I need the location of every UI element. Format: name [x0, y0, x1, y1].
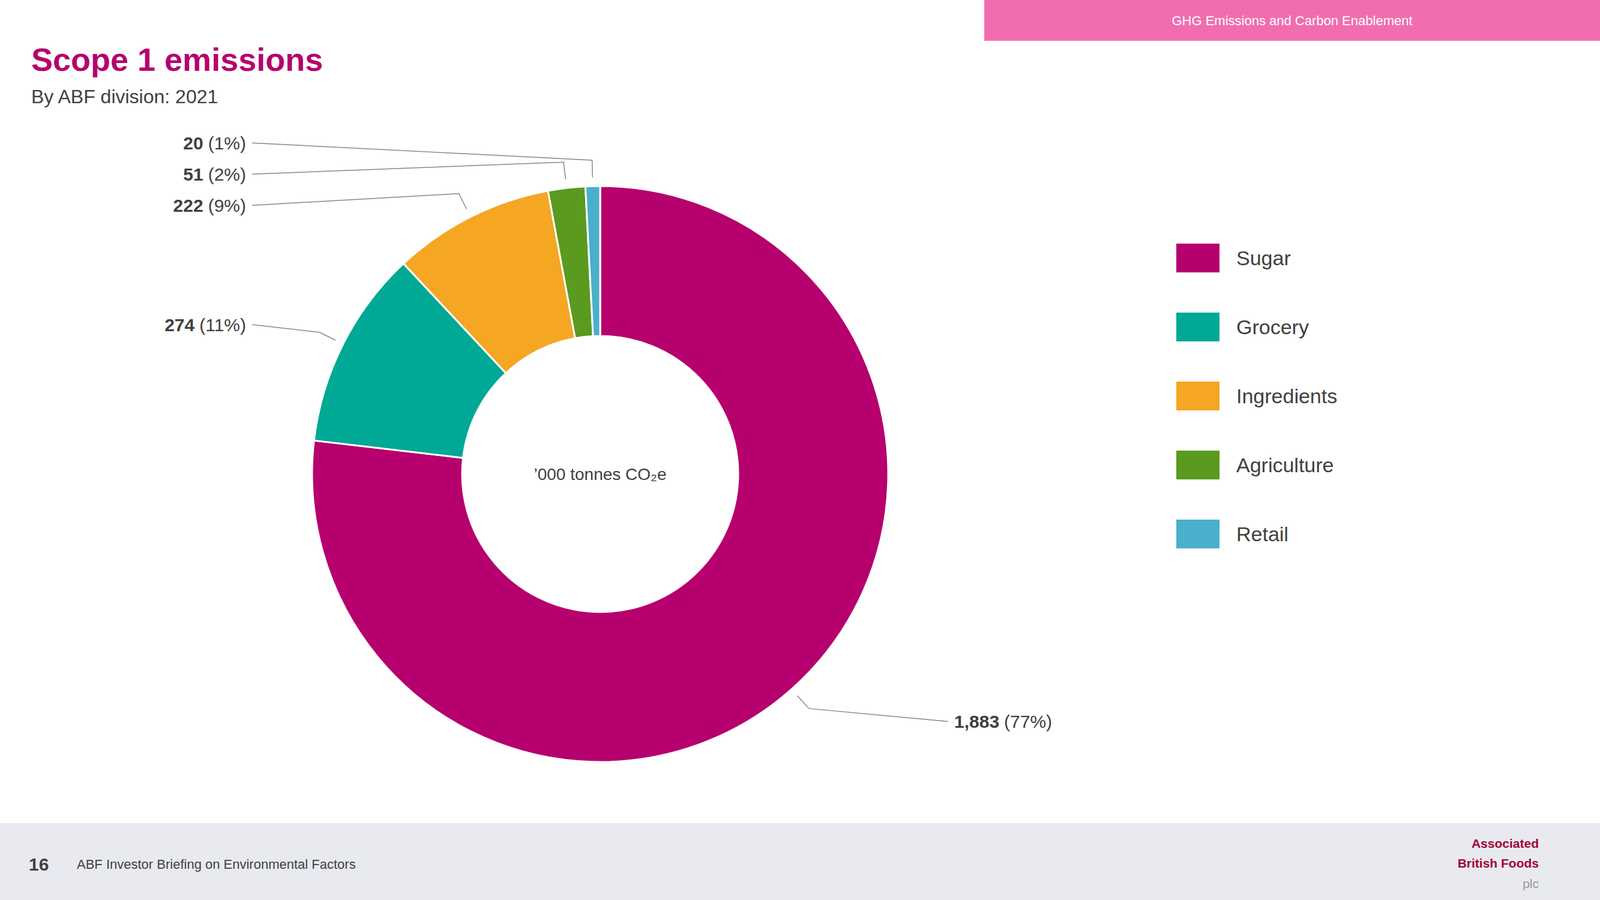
- percentage-label: (77%): [1004, 711, 1053, 732]
- header-tag: GHG Emissions and Carbon Enablement: [1171, 13, 1413, 29]
- legend-swatch: [1176, 381, 1220, 411]
- logo-line: British Foods: [1457, 856, 1539, 871]
- donut-slice: [585, 186, 601, 337]
- legend-label: Agriculture: [1236, 453, 1335, 477]
- center-label: ’000 tonnes CO₂e: [533, 465, 667, 484]
- leader-line: [797, 695, 949, 722]
- legend-label: Grocery: [1236, 315, 1309, 339]
- legend-swatch: [1176, 450, 1220, 480]
- value-label: 20: [183, 133, 203, 154]
- donut: [312, 186, 889, 763]
- donut-slice: [312, 186, 889, 763]
- subtitle: By ABF division: 2021: [31, 85, 218, 108]
- leader-line: [252, 142, 593, 178]
- leader-line: [252, 193, 467, 210]
- data-label: 20(1%): [183, 133, 247, 154]
- percentage-label: (1%): [208, 133, 247, 154]
- leader-line: [252, 162, 566, 180]
- percentage-label: (11%): [199, 314, 247, 335]
- footer-text: ABF Investor Briefing on Environmental F…: [76, 857, 356, 873]
- percentage-label: (9%): [208, 195, 247, 216]
- legend-swatch: [1176, 312, 1220, 342]
- legend-label: Ingredients: [1236, 384, 1338, 408]
- legend-swatch: [1176, 243, 1220, 273]
- leader-line: [252, 324, 336, 341]
- page-number: 16: [28, 854, 49, 875]
- data-label: 222(9%): [173, 195, 247, 216]
- chart-container: GHG Emissions and Carbon Enablement 16 ABF…: [0, 0, 1600, 900]
- logo-line: plc: [1522, 876, 1539, 891]
- header-bar: [984, 0, 1600, 41]
- value-label: 274: [164, 314, 195, 335]
- data-label: 274(11%): [164, 314, 247, 335]
- value-label: 1,883: [954, 711, 1000, 732]
- footer-bar: [0, 823, 1600, 900]
- title: Scope 1 emissions: [31, 41, 323, 78]
- value-label: 51: [183, 164, 203, 185]
- legend-label: Sugar: [1236, 246, 1291, 270]
- donut-slice: [403, 190, 575, 374]
- legend: Sugar Grocery Ingredients Agriculture Retail: [1176, 243, 1338, 549]
- data-label: 51(2%): [183, 164, 247, 185]
- data-label: 1,883(77%): [954, 711, 1053, 732]
- legend-label: Retail: [1236, 522, 1289, 546]
- logo-line: Associated: [1471, 836, 1539, 851]
- background: [0, 0, 1600, 900]
- percentage-label: (2%): [208, 164, 247, 185]
- page: {"chart_data": {"type": "donut", "title"…: [0, 0, 1600, 900]
- chart-svg: GHG Emissions and Carbon Enablement 16 ABF…: [0, 0, 1600, 900]
- legend-swatch: [1176, 519, 1220, 549]
- data-labels: 1,883(77%)274(11%)222(9%)51(2%)20(1%): [164, 133, 1053, 732]
- value-label: 222: [173, 195, 204, 216]
